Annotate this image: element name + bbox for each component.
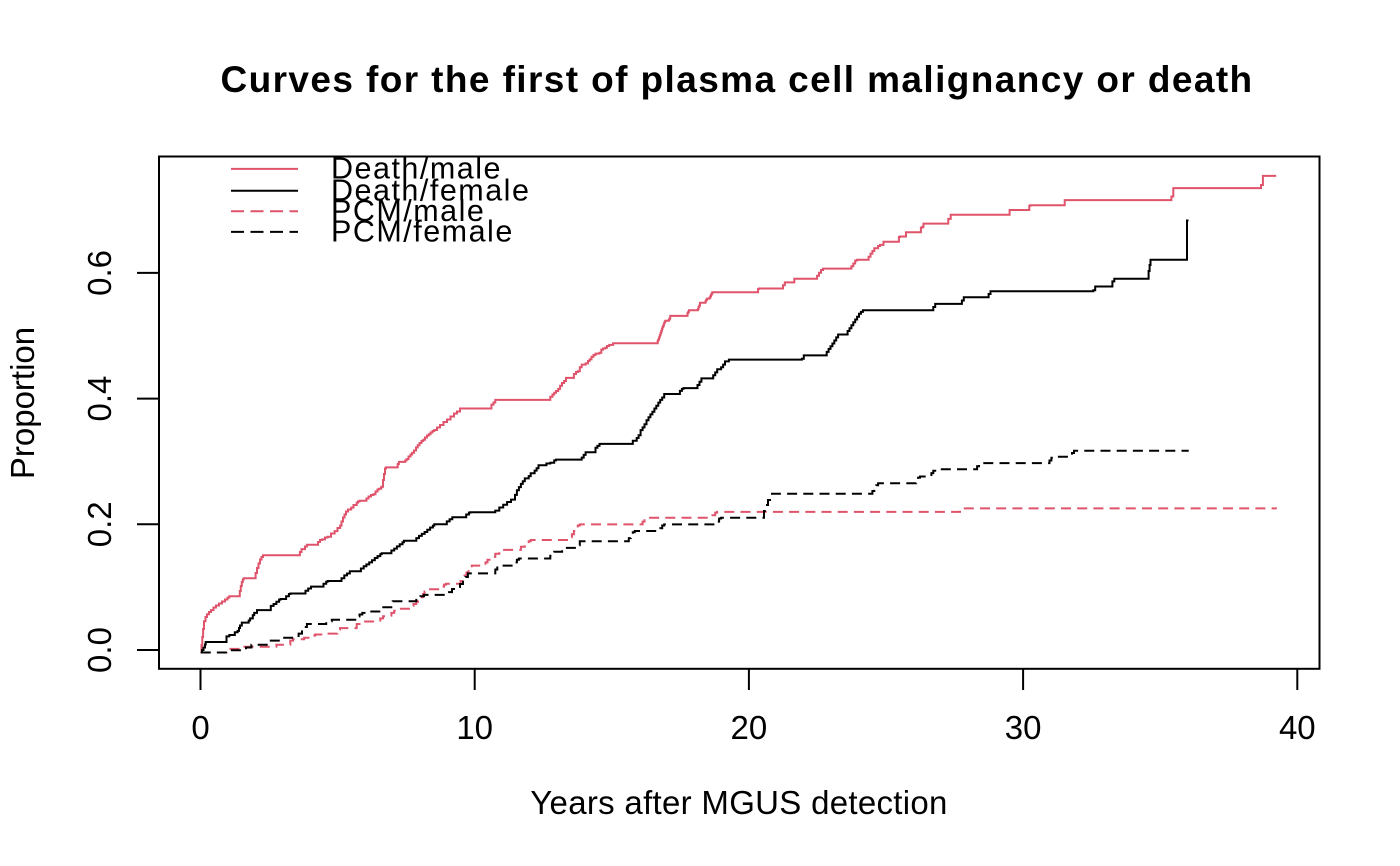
svg-text:0.2: 0.2: [81, 501, 118, 547]
svg-text:0.0: 0.0: [81, 627, 118, 673]
svg-text:Years after MGUS detection: Years after MGUS detection: [530, 784, 947, 821]
svg-text:20: 20: [731, 709, 768, 746]
svg-text:0.6: 0.6: [81, 250, 118, 296]
svg-text:Death/female: Death/female: [331, 173, 530, 207]
svg-text:10: 10: [456, 709, 493, 746]
svg-text:0.4: 0.4: [81, 376, 118, 422]
svg-text:40: 40: [1279, 709, 1316, 746]
svg-text:30: 30: [1005, 709, 1042, 746]
svg-text:PCM/female: PCM/female: [331, 215, 514, 249]
svg-text:0: 0: [191, 709, 209, 746]
svg-text:Death/male: Death/male: [331, 152, 502, 186]
svg-text:PCM/male: PCM/male: [331, 194, 485, 228]
svg-text:Proportion: Proportion: [4, 327, 41, 479]
svg-text:Curves for the first of plasma: Curves for the first of plasma cell mali…: [220, 59, 1253, 100]
